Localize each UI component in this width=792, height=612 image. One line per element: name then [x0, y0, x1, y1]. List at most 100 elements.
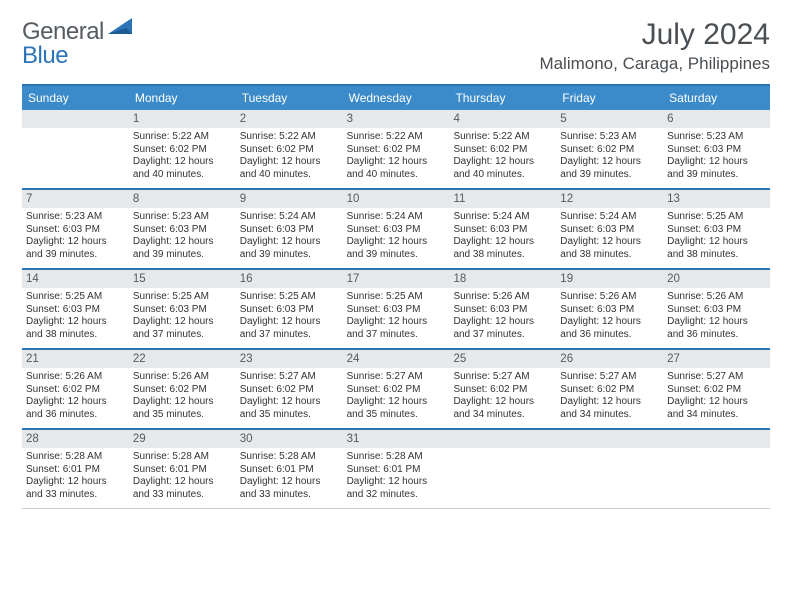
day-number: 20: [663, 270, 770, 288]
sunrise-line: Sunrise: 5:28 AM: [26, 451, 125, 464]
week-row: 28Sunrise: 5:28 AMSunset: 6:01 PMDayligh…: [22, 428, 770, 508]
day-cell: 15Sunrise: 5:25 AMSunset: 6:03 PMDayligh…: [129, 270, 236, 348]
day-number: 28: [22, 430, 129, 448]
sunrise-line: Sunrise: 5:23 AM: [560, 131, 659, 144]
day-cell: 10Sunrise: 5:24 AMSunset: 6:03 PMDayligh…: [343, 190, 450, 268]
sunrise-line: Sunrise: 5:27 AM: [453, 371, 552, 384]
sunrise-line: Sunrise: 5:26 AM: [453, 291, 552, 304]
sunrise-line: Sunrise: 5:25 AM: [133, 291, 232, 304]
day-cell: [663, 430, 770, 508]
day-number: 19: [556, 270, 663, 288]
day-cell: 30Sunrise: 5:28 AMSunset: 6:01 PMDayligh…: [236, 430, 343, 508]
day-content: Sunrise: 5:27 AMSunset: 6:02 PMDaylight:…: [556, 368, 663, 425]
sunset-line: Sunset: 6:03 PM: [667, 144, 766, 157]
day-cell: 5Sunrise: 5:23 AMSunset: 6:02 PMDaylight…: [556, 110, 663, 188]
daylight-line: Daylight: 12 hours and 35 minutes.: [133, 396, 232, 421]
sunrise-line: Sunrise: 5:22 AM: [240, 131, 339, 144]
daylight-line: Daylight: 12 hours and 32 minutes.: [347, 476, 446, 501]
day-cell: 6 Sunrise: 5:23 AMSunset: 6:03 PMDaylight…: [663, 110, 770, 188]
day-header-wed: Wednesday: [343, 86, 450, 110]
day-content: Sunrise: 5:26 AMSunset: 6:03 PMDaylight:…: [449, 288, 556, 345]
sunset-line: Sunset: 6:01 PM: [26, 464, 125, 477]
sunrise-line: Sunrise: 5:26 AM: [26, 371, 125, 384]
sunrise-line: Sunrise: 5:25 AM: [347, 291, 446, 304]
sunset-line: Sunset: 6:02 PM: [240, 384, 339, 397]
day-header-fri: Friday: [556, 86, 663, 110]
sunset-line: Sunset: 6:02 PM: [133, 144, 232, 157]
day-cell: 27Sunrise: 5:27 AMSunset: 6:02 PMDayligh…: [663, 350, 770, 428]
sunrise-line: Sunrise: 5:27 AM: [347, 371, 446, 384]
logo-text-blue: Blue: [22, 42, 68, 69]
day-number: 10: [343, 190, 450, 208]
sunset-line: Sunset: 6:03 PM: [453, 304, 552, 317]
sunset-line: Sunset: 6:02 PM: [560, 384, 659, 397]
sunrise-line: Sunrise: 5:24 AM: [453, 211, 552, 224]
sunset-line: Sunset: 6:03 PM: [560, 304, 659, 317]
sunset-line: Sunset: 6:03 PM: [347, 224, 446, 237]
day-number: 11: [449, 190, 556, 208]
daylight-line: Daylight: 12 hours and 37 minutes.: [347, 316, 446, 341]
sunrise-line: Sunrise: 5:28 AM: [240, 451, 339, 464]
day-number: [556, 430, 663, 448]
daylight-line: Daylight: 12 hours and 35 minutes.: [347, 396, 446, 421]
day-content: Sunrise: 5:22 AMSunset: 6:02 PMDaylight:…: [236, 128, 343, 185]
sunset-line: Sunset: 6:03 PM: [133, 224, 232, 237]
daylight-line: Daylight: 12 hours and 39 minutes.: [133, 236, 232, 261]
day-content: Sunrise: 5:23 AMSunset: 6:03 PMDaylight:…: [22, 208, 129, 265]
sunrise-line: Sunrise: 5:26 AM: [560, 291, 659, 304]
day-content: Sunrise: 5:26 AMSunset: 6:03 PMDaylight:…: [556, 288, 663, 345]
day-cell: 26Sunrise: 5:27 AMSunset: 6:02 PMDayligh…: [556, 350, 663, 428]
day-cell: 12Sunrise: 5:24 AMSunset: 6:03 PMDayligh…: [556, 190, 663, 268]
day-header-row: Sunday Monday Tuesday Wednesday Thursday…: [22, 86, 770, 110]
day-content: Sunrise: 5:22 AMSunset: 6:02 PMDaylight:…: [343, 128, 450, 185]
logo-blue-line: Blue: [22, 42, 68, 70]
day-number: 6: [663, 110, 770, 128]
day-number: 13: [663, 190, 770, 208]
daylight-line: Daylight: 12 hours and 36 minutes.: [560, 316, 659, 341]
day-content: Sunrise: 5:25 AMSunset: 6:03 PMDaylight:…: [343, 288, 450, 345]
day-number: 18: [449, 270, 556, 288]
title-block: July 2024 Malimono, Caraga, Philippines: [539, 18, 770, 74]
sunrise-line: Sunrise: 5:23 AM: [133, 211, 232, 224]
daylight-line: Daylight: 12 hours and 37 minutes.: [240, 316, 339, 341]
day-content: Sunrise: 5:26 AMSunset: 6:02 PMDaylight:…: [22, 368, 129, 425]
daylight-line: Daylight: 12 hours and 33 minutes.: [26, 476, 125, 501]
day-content: Sunrise: 5:25 AMSunset: 6:03 PMDaylight:…: [236, 288, 343, 345]
week-row: 1Sunrise: 5:22 AMSunset: 6:02 PMDaylight…: [22, 110, 770, 188]
daylight-line: Daylight: 12 hours and 39 minutes.: [667, 156, 766, 181]
daylight-line: Daylight: 12 hours and 34 minutes.: [560, 396, 659, 421]
sunset-line: Sunset: 6:02 PM: [347, 144, 446, 157]
day-number: 15: [129, 270, 236, 288]
day-number: 14: [22, 270, 129, 288]
sunrise-line: Sunrise: 5:27 AM: [240, 371, 339, 384]
sunset-line: Sunset: 6:01 PM: [133, 464, 232, 477]
day-content: Sunrise: 5:24 AMSunset: 6:03 PMDaylight:…: [449, 208, 556, 265]
sunrise-line: Sunrise: 5:25 AM: [26, 291, 125, 304]
day-cell: 29Sunrise: 5:28 AMSunset: 6:01 PMDayligh…: [129, 430, 236, 508]
day-number: 25: [449, 350, 556, 368]
day-number: 3: [343, 110, 450, 128]
day-number: 30: [236, 430, 343, 448]
sunrise-line: Sunrise: 5:23 AM: [667, 131, 766, 144]
calendar-table: Sunday Monday Tuesday Wednesday Thursday…: [22, 84, 770, 509]
sunset-line: Sunset: 6:02 PM: [560, 144, 659, 157]
day-cell: 8Sunrise: 5:23 AMSunset: 6:03 PMDaylight…: [129, 190, 236, 268]
daylight-line: Daylight: 12 hours and 38 minutes.: [560, 236, 659, 261]
page-header: General July 2024 Malimono, Caraga, Phil…: [22, 18, 770, 74]
day-cell: [22, 110, 129, 188]
day-cell: 31Sunrise: 5:28 AMSunset: 6:01 PMDayligh…: [343, 430, 450, 508]
day-content: Sunrise: 5:27 AMSunset: 6:02 PMDaylight:…: [663, 368, 770, 425]
sunset-line: Sunset: 6:02 PM: [453, 384, 552, 397]
day-content: Sunrise: 5:22 AMSunset: 6:02 PMDaylight:…: [449, 128, 556, 185]
day-header-mon: Monday: [129, 86, 236, 110]
day-cell: 28Sunrise: 5:28 AMSunset: 6:01 PMDayligh…: [22, 430, 129, 508]
day-number: 2: [236, 110, 343, 128]
sunset-line: Sunset: 6:03 PM: [560, 224, 659, 237]
daylight-line: Daylight: 12 hours and 34 minutes.: [667, 396, 766, 421]
day-cell: [449, 430, 556, 508]
day-header-sat: Saturday: [663, 86, 770, 110]
day-number: 31: [343, 430, 450, 448]
sunrise-line: Sunrise: 5:22 AM: [347, 131, 446, 144]
day-content: Sunrise: 5:28 AMSunset: 6:01 PMDaylight:…: [22, 448, 129, 505]
day-cell: 25Sunrise: 5:27 AMSunset: 6:02 PMDayligh…: [449, 350, 556, 428]
